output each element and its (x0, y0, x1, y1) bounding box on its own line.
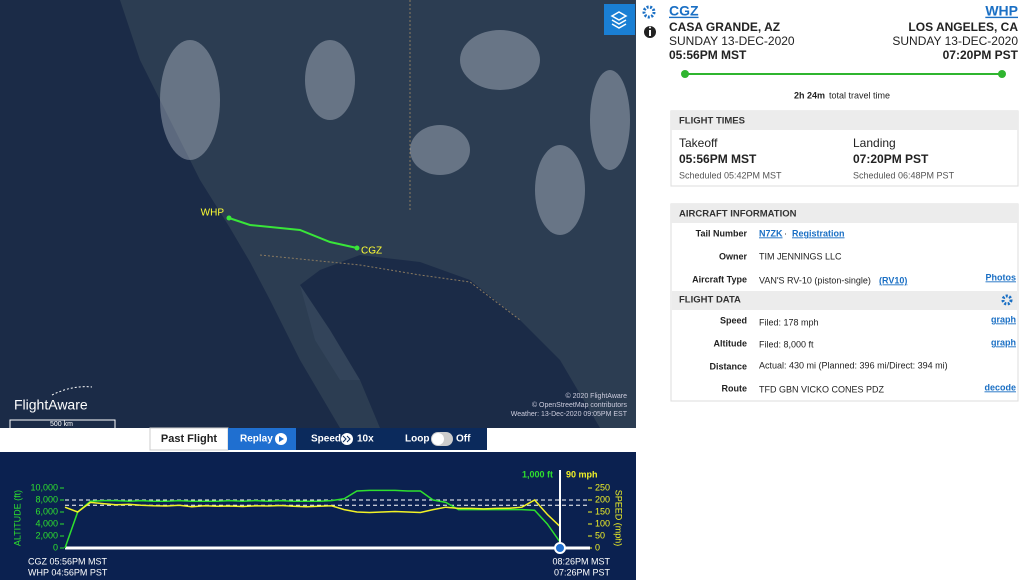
landing-label: Landing (853, 136, 896, 150)
chart-panel (0, 452, 636, 580)
speed-label[interactable]: Speed (311, 434, 341, 445)
origin-code[interactable]: CGZ (669, 3, 699, 19)
field-label: Speed (720, 315, 747, 325)
logo: FlightAware (14, 397, 88, 413)
field-label: Route (722, 383, 748, 393)
map[interactable]: WHP CGZ FlightAware © 2020 FlightAware ©… (0, 0, 636, 439)
y2-tick-label: 100 (595, 518, 610, 528)
y-tick-label: 0 (53, 542, 58, 552)
field-label: Tail Number (696, 228, 748, 238)
y-tick-label: 8,000 (35, 494, 58, 504)
dest-time: 07:20PM PST (943, 48, 1019, 62)
dest-city: LOS ANGELES, CA (908, 20, 1018, 34)
series-line (64, 489, 561, 549)
photos-link[interactable]: Photos (986, 272, 1017, 282)
takeoff-time: 05:56PM MST (679, 152, 757, 166)
cursor-speed: 90 mph (566, 469, 598, 479)
weather-credit: Weather: 13-Dec-2020 09:05PM EST (511, 411, 628, 418)
field-label: Distance (709, 361, 747, 371)
past-flight-label[interactable]: Past Flight (161, 433, 218, 445)
decode-link[interactable]: decode (984, 382, 1016, 392)
graph-link[interactable]: graph (991, 337, 1016, 347)
registration-link[interactable]: Registration (792, 228, 845, 238)
y-tick-label: 2,000 (35, 530, 58, 540)
route: TFD GBN VICKO CONES PDZ (759, 384, 885, 394)
section-header: AIRCRAFT INFORMATION (679, 209, 797, 220)
y2-axis-title: SPEED (mph) (614, 490, 624, 547)
y2-tick-label: 0 (595, 542, 600, 552)
summary: CGZ WHP CASA GRANDE, AZ LOS ANGELES, CA … (642, 3, 1019, 100)
scale-km: 500 km (50, 421, 73, 428)
section-header: FLIGHT TIMES (679, 116, 745, 127)
start-time-label: CGZ 05:56PM MST (28, 556, 108, 566)
y2-tick-label: 50 (595, 530, 605, 540)
y2-tick-label: 250 (595, 482, 610, 492)
end-time-label: 08:26PM MST (552, 556, 610, 566)
altitude-speed-chart[interactable]: ALTITUDE (ft) SPEED (mph) 0 2,000 4,000 6,000… (12, 469, 623, 577)
distance: Actual: 430 mi (Planned: 396 mi/Direct: … (759, 360, 948, 370)
type-code-link[interactable]: (RV10) (879, 275, 907, 285)
owner: TIM JENNINGS LLC (759, 251, 842, 261)
origin-marker: CGZ (361, 246, 382, 257)
origin-city: CASA GRANDE, AZ (669, 20, 780, 34)
takeoff-label: Takeoff (679, 136, 718, 150)
y-tick-label: 6,000 (35, 506, 58, 516)
filed-altitude: Filed: 8,000 ft (759, 339, 814, 349)
duration: 2h 24m (794, 90, 825, 100)
loop-label[interactable]: Loop (405, 434, 429, 445)
dest-date: SUNDAY 13-DEC-2020 (892, 34, 1018, 48)
copyright: © 2020 FlightAware (566, 392, 628, 400)
origin-time: 05:56PM MST (669, 48, 747, 62)
duration-suffix: total travel time (829, 90, 890, 100)
field-label: Owner (719, 251, 748, 261)
aircraft-type: VAN'S RV-10 (piston-single) (759, 275, 871, 285)
tail-number[interactable]: N7ZK (759, 228, 783, 238)
start-time-label: WHP 04:56PM PST (28, 567, 108, 577)
y2-tick-label: 150 (595, 506, 610, 516)
cursor-altitude: 1,000 ft (522, 469, 553, 479)
dest-marker: WHP (201, 208, 225, 219)
loop-state[interactable]: Off (456, 434, 471, 445)
landing-time: 07:20PM PST (853, 152, 929, 166)
y2-tick-label: 200 (595, 494, 610, 504)
filed-speed: Filed: 178 mph (759, 317, 819, 327)
osm-credit: © OpenStreetMap contributors (532, 401, 628, 409)
flight-times: FLIGHT TIMES Takeoff 05:56PM MST Schedul… (670, 110, 1019, 187)
y-tick-label: 10,000 (30, 482, 58, 492)
section-header: FLIGHT DATA (679, 295, 741, 306)
separator: · (784, 228, 787, 238)
y-axis-title: ALTITUDE (ft) (12, 490, 22, 546)
origin-date: SUNDAY 13-DEC-2020 (669, 34, 795, 48)
takeoff-scheduled: Scheduled 05:42PM MST (679, 170, 782, 180)
replay-label[interactable]: Replay (240, 434, 273, 445)
graph-link[interactable]: graph (991, 314, 1016, 324)
cursor-handle[interactable] (554, 542, 566, 554)
scale-mi: 300 mi (30, 432, 51, 439)
controls: Past Flight Replay Speed 10x Loop Off (149, 427, 487, 451)
landing-scheduled: Scheduled 06:48PM PST (853, 170, 955, 180)
aircraft-info: AIRCRAFT INFORMATION Tail Number N7ZK · … (670, 203, 1019, 402)
dest-code[interactable]: WHP (985, 3, 1018, 19)
y-tick-label: 4,000 (35, 518, 58, 528)
field-label: Altitude (714, 338, 748, 348)
series-line (64, 499, 561, 527)
speed-value[interactable]: 10x (357, 434, 374, 445)
end-time-label: 07:26PM PST (554, 567, 611, 577)
field-label: Aircraft Type (692, 274, 747, 284)
